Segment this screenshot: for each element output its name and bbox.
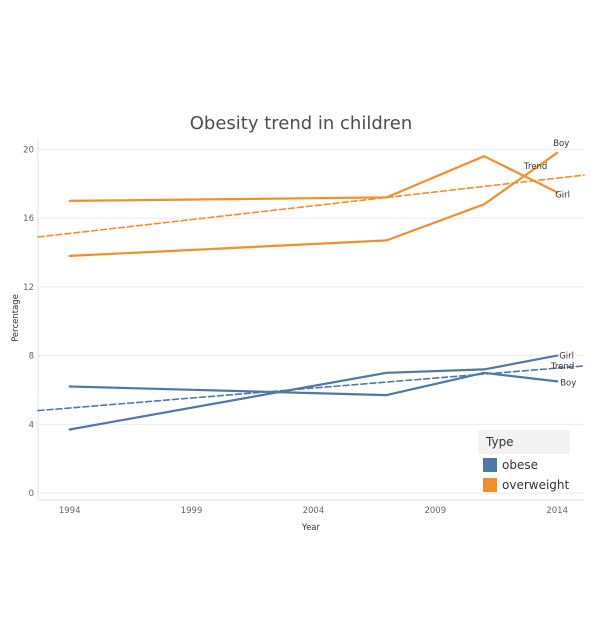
- legend-swatch-overweight: [483, 478, 497, 492]
- obese-boy-label: Boy: [560, 378, 576, 388]
- y-tick-label: 16: [23, 214, 34, 224]
- overweight-trend-line[interactable]: [37, 174, 585, 238]
- x-tick-label: 2009: [424, 506, 446, 516]
- x-tick-label: 1994: [59, 506, 81, 516]
- chart-title: Obesity trend in children: [190, 113, 413, 134]
- x-axis-ticks: 1994 1999 2004 2009 2014: [59, 506, 568, 516]
- overweight-boy-label: Boy: [553, 139, 569, 149]
- legend[interactable]: Type obese overweight: [478, 430, 570, 492]
- x-tick-label: 1999: [181, 506, 203, 516]
- legend-label-obese[interactable]: obese: [502, 458, 538, 472]
- overweight-boy-line[interactable]: [68, 151, 559, 257]
- obese-trend-label: Trend: [550, 362, 574, 372]
- legend-title: Type: [485, 435, 514, 449]
- y-tick-label: 0: [29, 489, 34, 499]
- gridlines: [37, 139, 584, 501]
- series-lines: [37, 151, 585, 431]
- overweight-girl-label: Girl: [555, 190, 570, 200]
- y-tick-label: 20: [23, 145, 34, 155]
- x-tick-label: 2004: [303, 506, 325, 516]
- y-axis-title: Percentage: [11, 294, 21, 342]
- legend-label-overweight[interactable]: overweight: [502, 478, 570, 492]
- obese-boy-line[interactable]: [68, 371, 559, 397]
- y-tick-label: 12: [23, 283, 34, 293]
- legend-title-background: [478, 430, 570, 454]
- obese-girl-line[interactable]: [68, 354, 559, 431]
- y-tick-label: 4: [29, 420, 34, 430]
- x-tick-label: 2014: [546, 506, 568, 516]
- obese-trend-line[interactable]: [37, 365, 585, 412]
- overweight-girl-line[interactable]: [68, 155, 559, 202]
- x-axis-title: Year: [301, 523, 321, 533]
- obese-girl-label: Girl: [559, 352, 574, 362]
- legend-swatch-obese: [483, 458, 497, 472]
- overweight-trend-label: Trend: [523, 162, 547, 172]
- y-tick-label: 8: [29, 352, 34, 362]
- y-axis-ticks: 0 4 8 12 16 20: [23, 145, 34, 499]
